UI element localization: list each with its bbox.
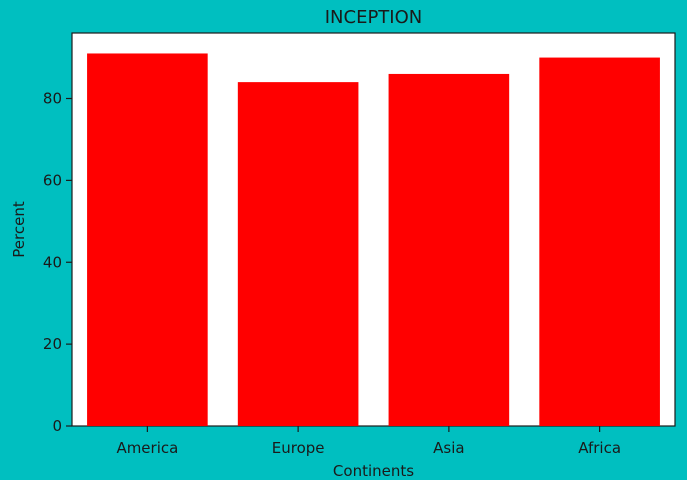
x-tick-label: Africa	[578, 439, 621, 457]
x-tick-label: America	[116, 439, 178, 457]
bar-america	[87, 53, 208, 426]
bar-europe	[237, 82, 359, 426]
y-tick-label: 80	[43, 90, 62, 108]
y-tick-label: 40	[43, 253, 62, 271]
y-axis: 0 20 40 60 80	[43, 90, 72, 435]
x-tick-label: Europe	[272, 439, 325, 457]
y-tick-label: 20	[43, 335, 62, 353]
bar-asia	[388, 73, 510, 426]
y-axis-label: Percent	[10, 201, 28, 258]
y-tick-label: 60	[43, 171, 62, 189]
bars-group	[87, 53, 660, 426]
y-tick-label: 0	[52, 417, 62, 435]
bar-africa	[539, 57, 660, 426]
chart-title: INCEPTION	[325, 7, 423, 28]
x-axis-label: Continents	[333, 462, 414, 480]
x-axis: America Europe Asia Africa	[116, 426, 621, 457]
x-tick-label: Asia	[433, 439, 464, 457]
